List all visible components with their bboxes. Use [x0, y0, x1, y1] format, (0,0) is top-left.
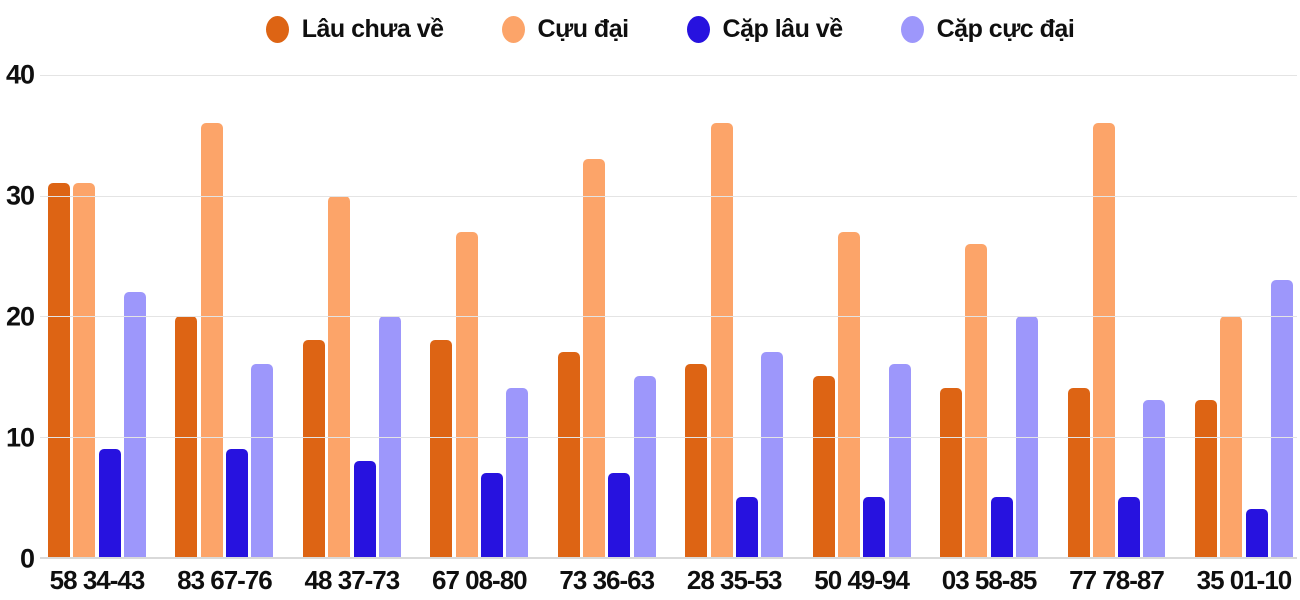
- bar-group-9: 77 78-87: [1067, 75, 1166, 593]
- y-tick-label-20: 20: [5, 301, 35, 332]
- bar-series2-cat3[interactable]: [328, 195, 351, 557]
- bar-series3-cat2[interactable]: [226, 448, 249, 557]
- x-tick-label-4: 67 08-80: [431, 565, 528, 595]
- bar-series1-cat1[interactable]: [48, 183, 70, 557]
- legend-label: Cặp lâu về: [722, 14, 844, 43]
- bar-series2-cat9[interactable]: [1092, 123, 1115, 557]
- legend-dot-icon: [265, 15, 289, 43]
- bar-group-6: 28 35-53: [685, 75, 784, 593]
- gridline-30: [40, 195, 1297, 197]
- bar-series2-cat4[interactable]: [455, 231, 478, 557]
- bar-series1-cat4[interactable]: [430, 340, 453, 557]
- bar-series4-cat7[interactable]: [888, 364, 911, 557]
- bar-series4-cat5[interactable]: [633, 376, 656, 557]
- legend-dot-icon: [686, 15, 710, 43]
- bar-series3-cat6[interactable]: [735, 496, 758, 557]
- bar-series4-cat6[interactable]: [761, 352, 784, 557]
- x-tick-label-10: 35 01-10: [1196, 565, 1293, 595]
- y-tick-label-30: 30: [5, 180, 35, 211]
- legend-dot-icon: [501, 15, 525, 43]
- legend-item-3[interactable]: Cặp lâu về: [686, 14, 844, 44]
- bar-series2-cat7[interactable]: [837, 231, 860, 557]
- bar-series2-cat2[interactable]: [200, 123, 223, 557]
- bar-series2-cat8[interactable]: [965, 243, 988, 557]
- plot-area: 58 34-43 83 67-76 48 37-73 67 08-80 73 36-63…: [40, 75, 1297, 593]
- legend-item-2[interactable]: Cựu đại: [501, 14, 630, 44]
- bar-series3-cat10[interactable]: [1245, 508, 1268, 557]
- legend-label: Cặp cực đại: [936, 14, 1075, 43]
- x-tick-label-6: 28 35-53: [686, 565, 783, 595]
- gridline-10: [40, 436, 1297, 438]
- bar-series1-cat9[interactable]: [1067, 388, 1090, 557]
- y-axis-labels: 0 10 20 30 40: [0, 61, 35, 572]
- bar-series1-cat6[interactable]: [685, 364, 708, 557]
- legend-label: Lâu chưa về: [301, 14, 444, 43]
- legend-dot-icon: [900, 15, 924, 43]
- bar-series3-cat9[interactable]: [1118, 496, 1141, 557]
- bar-series3-cat1[interactable]: [98, 448, 121, 557]
- y-tick-label-40: 40: [5, 59, 35, 90]
- x-tick-label-1: 58 34-43: [49, 565, 146, 595]
- bar-group-1: 58 34-43: [48, 75, 146, 593]
- bar-series4-cat2[interactable]: [251, 364, 274, 557]
- bar-series2-cat6[interactable]: [710, 123, 733, 557]
- bar-series2-cat1[interactable]: [73, 183, 96, 557]
- bar-series3-cat8[interactable]: [990, 496, 1013, 557]
- bar-series4-cat9[interactable]: [1143, 400, 1166, 557]
- gridline-40: [40, 75, 1297, 76]
- bar-series1-cat3[interactable]: [302, 340, 325, 557]
- legend-label: Cựu đại: [537, 14, 630, 43]
- x-tick-label-2: 83 67-76: [177, 565, 273, 595]
- bar-series3-cat4[interactable]: [480, 472, 503, 557]
- bar-group-8: 03 58-85: [940, 75, 1039, 593]
- gridline-20: [40, 316, 1297, 317]
- bar-series1-cat8[interactable]: [940, 388, 963, 557]
- bar-series1-cat10[interactable]: [1194, 400, 1217, 557]
- bar-group-4: 67 08-80: [430, 75, 529, 593]
- legend-item-1[interactable]: Lâu chưa về: [265, 14, 444, 44]
- x-tick-label-7: 50 49-94: [814, 565, 910, 595]
- y-tick-label-0: 0: [19, 543, 35, 574]
- bar-series3-cat7[interactable]: [863, 496, 886, 557]
- bar-series3-cat5[interactable]: [608, 472, 631, 557]
- x-tick-label-8: 03 58-85: [941, 565, 1038, 595]
- x-tick-label-9: 77 78-87: [1069, 565, 1165, 595]
- chart-legend: Lâu chưa về Cựu đại Cặp lâu về Cặp cực đại: [40, 8, 1300, 50]
- legend-item-4[interactable]: Cặp cực đại: [900, 14, 1075, 44]
- bar-group-7: 50 49-94: [812, 75, 911, 593]
- bar-groups: 58 34-43 83 67-76 48 37-73 67 08-80 73 36-63…: [40, 75, 1297, 593]
- x-tick-label-5: 73 36-63: [559, 565, 655, 595]
- bar-series1-cat7[interactable]: [812, 376, 835, 557]
- bar-series3-cat3[interactable]: [353, 460, 376, 557]
- bar-series4-cat10[interactable]: [1270, 279, 1293, 557]
- y-tick-label-10: 10: [5, 422, 35, 453]
- bar-group-5: 73 36-63: [557, 75, 656, 593]
- bar-series2-cat5[interactable]: [583, 159, 606, 557]
- bar-series4-cat4[interactable]: [506, 388, 529, 557]
- bar-series1-cat5[interactable]: [557, 352, 580, 557]
- bar-series4-cat1[interactable]: [123, 291, 146, 557]
- x-tick-label-3: 48 37-73: [304, 565, 401, 595]
